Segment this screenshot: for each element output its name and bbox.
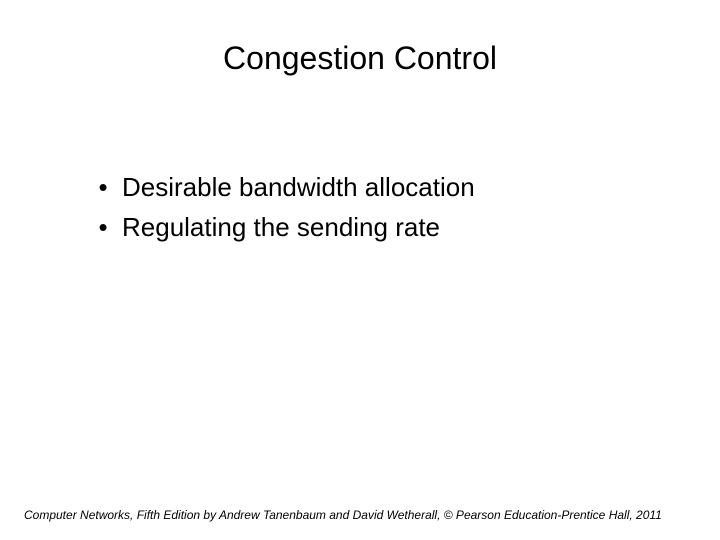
bullet-text: Desirable bandwidth allocation bbox=[122, 168, 475, 206]
list-item: • Regulating the sending rate bbox=[84, 208, 475, 246]
bullet-icon: • bbox=[84, 208, 122, 246]
bullet-icon: • bbox=[84, 168, 122, 206]
slide-title: Congestion Control bbox=[0, 40, 720, 77]
slide: Congestion Control • Desirable bandwidth… bbox=[0, 0, 720, 540]
list-item: • Desirable bandwidth allocation bbox=[84, 168, 475, 206]
bullet-list: • Desirable bandwidth allocation • Regul… bbox=[84, 168, 475, 248]
bullet-text: Regulating the sending rate bbox=[122, 208, 440, 246]
slide-footer: Computer Networks, Fifth Edition by Andr… bbox=[24, 508, 696, 522]
